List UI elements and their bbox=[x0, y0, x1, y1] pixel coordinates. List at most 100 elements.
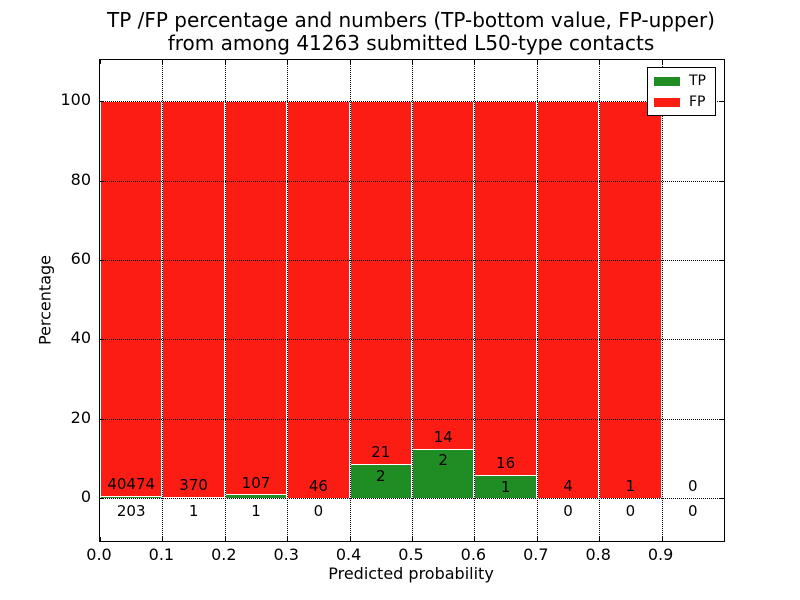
vertical-gridline bbox=[224, 60, 226, 541]
y-tick-mark bbox=[720, 260, 724, 262]
tp-count-label: 0 bbox=[563, 502, 573, 521]
y-tick-label: 20 bbox=[70, 407, 91, 427]
fp-count-label: 21 bbox=[371, 442, 391, 461]
tp-count-label: 1 bbox=[500, 477, 511, 496]
legend-row-fp: FP bbox=[654, 95, 709, 110]
x-tick-mark bbox=[349, 60, 351, 64]
fp-bar-segment bbox=[162, 101, 225, 498]
legend-row-tp: TP bbox=[654, 74, 709, 89]
tp-count-label: 0 bbox=[313, 502, 324, 521]
y-tick-mark bbox=[100, 418, 104, 420]
tp-count-label: 1 bbox=[188, 502, 199, 521]
grid-layer bbox=[100, 60, 724, 541]
tp-legend-swatch-icon bbox=[654, 77, 680, 86]
x-axis-label: Predicted probability bbox=[328, 564, 494, 583]
y-tick-label: 80 bbox=[70, 169, 91, 189]
vertical-gridline bbox=[412, 60, 413, 541]
tp-bar-segment bbox=[100, 496, 163, 499]
y-tick-label: 40 bbox=[70, 328, 91, 348]
tp-count-label: 2 bbox=[438, 451, 448, 470]
x-tick-mark bbox=[536, 537, 538, 541]
horizontal-gridline bbox=[100, 339, 724, 341]
x-tick-label: 0.6 bbox=[460, 545, 487, 564]
fp-bar-segment bbox=[474, 101, 537, 475]
fp-count-label: 4 bbox=[563, 477, 573, 496]
fp-bar-segment bbox=[224, 101, 288, 495]
y-tick-mark bbox=[100, 339, 104, 341]
y-tick-mark bbox=[720, 418, 724, 420]
legend-label-fp: FP bbox=[689, 94, 706, 110]
fp-count-label: 0 bbox=[688, 477, 698, 496]
x-tick-mark bbox=[287, 60, 289, 64]
fp-count-label: 370 bbox=[179, 476, 208, 495]
chart-title: TP /FP percentage and numbers (TP-bottom… bbox=[99, 9, 723, 55]
x-tick-mark bbox=[412, 60, 413, 64]
horizontal-gridline bbox=[100, 260, 724, 262]
tp-count-label: 0 bbox=[625, 502, 636, 521]
fp-count-label: 16 bbox=[496, 453, 516, 472]
ticks-layer bbox=[100, 60, 724, 541]
y-tick-mark bbox=[720, 498, 724, 500]
x-tick-mark bbox=[162, 537, 164, 541]
x-tick-mark bbox=[599, 60, 601, 64]
x-tick-label: 0.5 bbox=[398, 545, 424, 564]
x-tick-label: 0.1 bbox=[148, 545, 175, 564]
horizontal-gridline bbox=[100, 101, 724, 103]
x-tick-label: 0.3 bbox=[273, 545, 299, 564]
y-tick-mark bbox=[100, 498, 104, 500]
bars-layer bbox=[100, 60, 724, 541]
x-tick-mark bbox=[224, 537, 226, 541]
horizontal-gridline bbox=[100, 498, 724, 500]
x-tick-mark bbox=[474, 60, 476, 64]
vertical-gridline bbox=[474, 60, 476, 541]
chart-title-line2: from among 41263 submitted L50-type cont… bbox=[167, 31, 655, 55]
legend-label-tp: TP bbox=[689, 73, 706, 89]
y-tick-mark bbox=[720, 180, 724, 182]
x-tick-label: 0.9 bbox=[647, 545, 674, 564]
fp-count-label: 14 bbox=[433, 427, 453, 446]
vertical-gridline bbox=[536, 60, 538, 541]
fp-bar-segment bbox=[287, 101, 350, 499]
x-tick-mark bbox=[474, 537, 476, 541]
tp-count-label: 1 bbox=[251, 502, 261, 521]
tp-count-label: 0 bbox=[688, 502, 698, 521]
vertical-gridline bbox=[599, 60, 601, 541]
y-tick-label: 0 bbox=[80, 487, 91, 507]
fp-bar-segment bbox=[100, 101, 163, 497]
x-tick-mark bbox=[412, 537, 413, 541]
x-tick-mark bbox=[536, 60, 538, 64]
x-tick-label: 0.8 bbox=[585, 545, 611, 564]
tp-count-label: 203 bbox=[116, 502, 146, 521]
x-tick-mark bbox=[661, 60, 663, 64]
vertical-gridline bbox=[162, 60, 164, 541]
x-tick-mark bbox=[100, 537, 101, 541]
x-tick-mark bbox=[100, 60, 101, 64]
fp-count-label: 46 bbox=[308, 477, 328, 496]
y-tick-label: 100 bbox=[60, 90, 91, 110]
annotations-layer: 40474 203 370 1 107 1 46 0 21 2 14 2 16 1 4 0 1 0 0 0 bbox=[100, 60, 724, 541]
fp-legend-swatch-icon bbox=[654, 98, 680, 107]
x-tick-mark bbox=[349, 537, 351, 541]
vertical-gridline bbox=[349, 60, 351, 541]
chart-title-line1: TP /FP percentage and numbers (TP-bottom… bbox=[107, 8, 715, 32]
fp-bar-segment bbox=[412, 101, 475, 449]
fp-count-label: 107 bbox=[241, 473, 271, 492]
tp-bar-segment bbox=[412, 448, 475, 499]
vertical-gridline bbox=[287, 60, 289, 541]
horizontal-gridline bbox=[100, 418, 724, 420]
tp-count-label: 2 bbox=[376, 466, 386, 485]
vertical-gridline bbox=[661, 60, 663, 541]
y-tick-mark bbox=[720, 339, 724, 341]
tp-bar-segment bbox=[349, 463, 412, 499]
x-tick-label: 0.7 bbox=[523, 545, 549, 564]
y-tick-label: 60 bbox=[70, 249, 91, 269]
plot-area: 40474 203 370 1 107 1 46 0 21 2 14 2 16 1 4 0 1 0 0 0 TP FP bbox=[99, 59, 725, 542]
x-tick-mark bbox=[162, 60, 164, 64]
y-tick-mark bbox=[100, 260, 104, 262]
legend: TP FP bbox=[647, 67, 716, 116]
x-tick-mark bbox=[599, 537, 601, 541]
y-tick-mark bbox=[100, 180, 104, 182]
x-tick-mark bbox=[224, 60, 226, 64]
x-tick-label: 0.4 bbox=[335, 545, 362, 564]
